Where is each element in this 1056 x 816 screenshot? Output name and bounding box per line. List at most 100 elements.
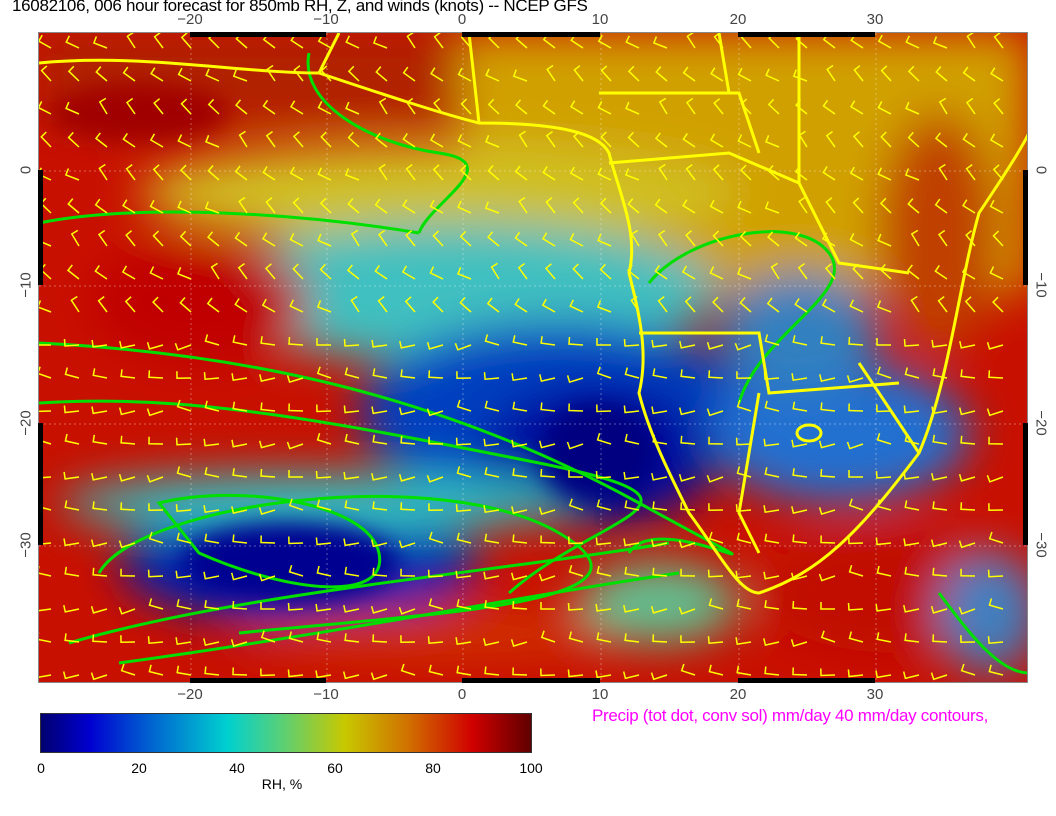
wind-barb <box>260 535 276 544</box>
wind-barb <box>511 373 528 382</box>
wind-barb <box>876 432 892 445</box>
wind-barb <box>315 470 332 479</box>
wind-barb <box>456 466 472 478</box>
wind-barb <box>512 401 528 412</box>
wind-barb <box>930 539 948 548</box>
wind-barb <box>146 474 164 483</box>
wind-barb <box>120 568 136 577</box>
wind-barb <box>289 233 304 247</box>
wind-barb <box>428 370 444 379</box>
wind-barb <box>264 263 276 280</box>
wind-barb <box>767 231 780 247</box>
wind-barb <box>931 472 948 481</box>
wind-barb <box>207 98 220 115</box>
wind-barb <box>821 298 836 313</box>
wind-barb <box>962 199 976 214</box>
wind-barb <box>679 340 696 349</box>
lon-tick: 10 <box>591 686 609 703</box>
wind-barb <box>932 36 948 49</box>
wind-barb <box>514 231 528 247</box>
wind-barb <box>344 168 360 181</box>
wind-barb <box>39 300 52 313</box>
wind-barb <box>148 531 164 544</box>
wind-barb <box>794 298 808 313</box>
wind-barb <box>852 197 864 214</box>
wind-barb <box>735 637 752 646</box>
wind-barb <box>626 264 640 280</box>
wind-barb <box>370 605 388 614</box>
wind-barb <box>432 230 444 247</box>
wind-barb <box>487 165 500 181</box>
wind-barb <box>540 336 556 346</box>
wind-barb <box>402 199 416 214</box>
wind-barb <box>794 231 808 247</box>
wind-barb <box>540 468 556 478</box>
wind-barb <box>125 164 136 181</box>
wind-barb <box>736 399 752 412</box>
wind-barb <box>176 399 192 412</box>
wind-barb <box>120 635 136 643</box>
wind-barb <box>64 433 80 445</box>
wind-barb <box>540 668 556 677</box>
lon-tick: −10 <box>313 686 339 703</box>
wind-barb <box>120 502 136 511</box>
wind-barb <box>483 438 500 447</box>
wind-barb <box>706 341 724 350</box>
wind-barb <box>678 540 696 549</box>
wind-barb <box>764 533 780 544</box>
wind-barb <box>232 600 248 610</box>
wind-barb <box>903 405 920 414</box>
wind-barb <box>65 101 80 115</box>
wind-barb <box>374 198 388 214</box>
wind-barb <box>960 369 976 379</box>
wind-barb <box>825 197 836 214</box>
wind-barb <box>791 439 808 448</box>
wind-barb <box>343 471 360 480</box>
wind-barb <box>818 573 836 582</box>
wind-barb <box>484 600 500 610</box>
wind-barb <box>764 467 780 478</box>
wind-barb <box>596 300 612 313</box>
wind-barb <box>378 97 388 115</box>
wind-barb <box>400 568 416 577</box>
wind-barb <box>230 572 248 581</box>
wind-barb <box>122 199 136 214</box>
wind-barb <box>427 569 444 578</box>
wind-barb <box>625 101 640 115</box>
wind-barb <box>372 567 388 577</box>
wind-barb <box>350 295 360 313</box>
wind-barb <box>876 366 892 379</box>
wind-barb <box>740 164 752 181</box>
lat-tick: 0 <box>17 165 35 175</box>
wind-barb <box>930 605 948 614</box>
wind-barb <box>515 99 528 115</box>
wind-barb <box>573 65 584 82</box>
wind-barb <box>206 297 220 313</box>
wind-barb <box>175 637 192 646</box>
wind-barb <box>406 33 416 49</box>
wind-barb <box>512 69 528 82</box>
wind-barb <box>317 233 332 247</box>
wind-barb <box>685 230 696 247</box>
wind-barb <box>149 266 164 280</box>
wind-barb <box>931 339 948 348</box>
lon-tick: 20 <box>729 11 747 28</box>
wind-barb <box>372 36 388 49</box>
wind-barb <box>455 637 472 646</box>
wind-barb <box>765 135 780 148</box>
wind-barb <box>67 131 80 148</box>
wind-barb <box>877 167 892 181</box>
wind-barb <box>286 441 304 450</box>
wind-barb <box>39 499 52 511</box>
wind-barb <box>344 500 360 511</box>
wind-barb <box>540 535 556 544</box>
wind-barb <box>118 606 136 615</box>
wind-barb <box>876 499 892 511</box>
wind-barb <box>175 504 192 513</box>
wind-barb <box>456 665 472 676</box>
wind-barb <box>288 564 304 577</box>
rh-colorbar <box>40 713 532 753</box>
wind-barb <box>568 470 583 478</box>
wind-barb <box>627 65 640 82</box>
wind-barb <box>487 98 500 115</box>
